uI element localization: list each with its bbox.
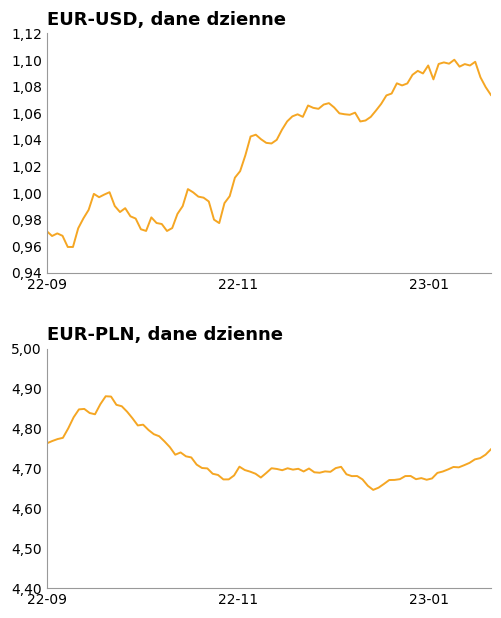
Text: EUR-USD, dane dzienne: EUR-USD, dane dzienne [47,11,285,29]
Text: EUR-PLN, dane dzienne: EUR-PLN, dane dzienne [47,326,282,344]
